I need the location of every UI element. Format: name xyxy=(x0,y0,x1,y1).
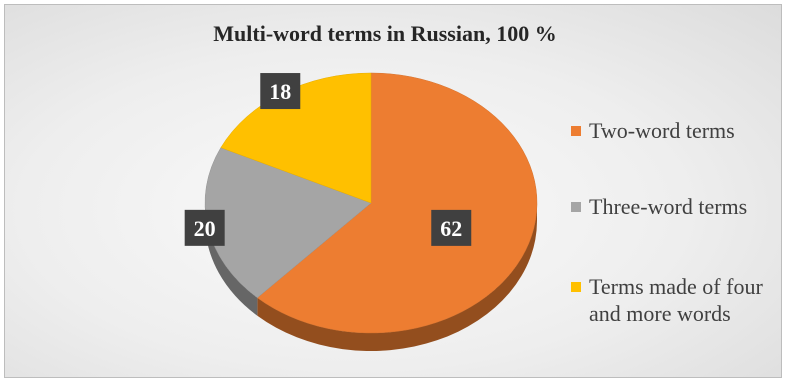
legend-label: Terms made of four and more words xyxy=(589,274,763,326)
legend-swatch xyxy=(571,126,581,136)
legend-item-three-word-terms: Three-word terms xyxy=(571,193,779,220)
data-label-box xyxy=(431,209,472,246)
data-label-value: 18 xyxy=(269,79,291,104)
pie-side-three-word-terms xyxy=(205,203,258,316)
pie-side-two-word-terms xyxy=(257,203,537,352)
chart-title: Multi-word terms in Russian, 100 % xyxy=(213,21,557,46)
data-label-box xyxy=(260,73,301,110)
data-label-four-plus-word-terms: 18 xyxy=(260,73,301,110)
data-label-three-word-terms: 20 xyxy=(184,209,225,246)
legend-item-four-plus-word-terms: Terms made of four and more words xyxy=(571,273,779,327)
legend-label: Three-word terms xyxy=(589,194,748,219)
legend-label: Two-word terms xyxy=(589,118,735,143)
legend-swatch xyxy=(571,282,581,292)
data-label-value: 62 xyxy=(440,216,462,241)
legend-item-two-word-terms: Two-word terms xyxy=(571,117,779,144)
data-label-two-word-terms: 62 xyxy=(431,209,472,246)
pie-slice-two-word-terms xyxy=(256,72,538,334)
data-label-box xyxy=(184,209,225,246)
data-label-value: 20 xyxy=(194,216,216,241)
chart-area: Multi-word terms in Russian, 100 % 62 20 1… xyxy=(4,4,782,378)
legend-swatch xyxy=(571,202,581,212)
pie-chart: 62 20 18 xyxy=(184,72,538,352)
